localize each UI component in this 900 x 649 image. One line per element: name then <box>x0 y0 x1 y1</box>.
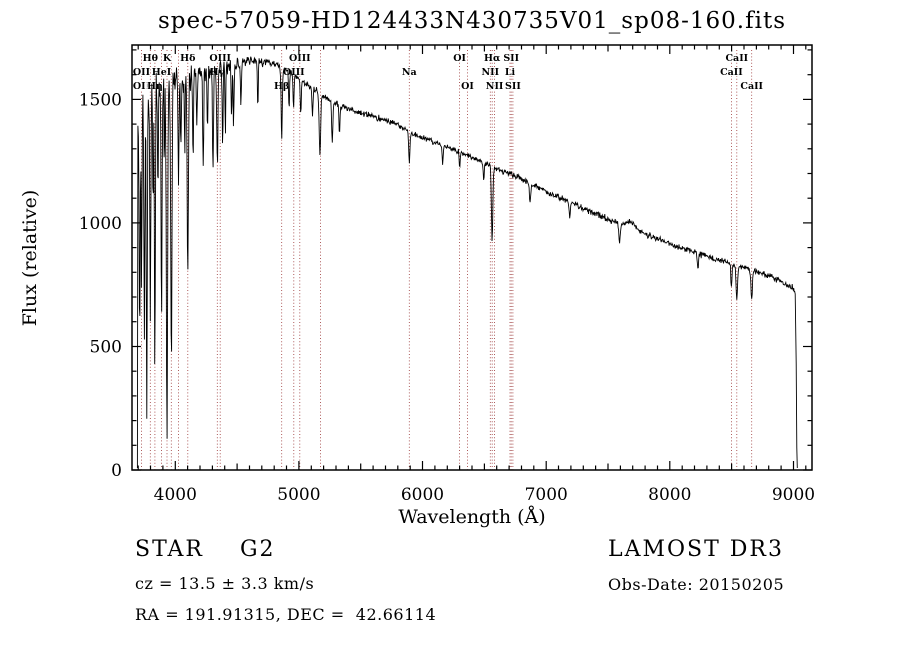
y-tick-label: 1000 <box>79 214 122 234</box>
line-label: Hη <box>147 81 163 92</box>
line-label: OIII <box>289 53 311 64</box>
y-tick-label: 500 <box>90 338 122 358</box>
line-label: Hα <box>484 53 501 64</box>
x-tick-label: 4000 <box>154 485 197 505</box>
x-tick-label: 7000 <box>525 485 568 505</box>
line-label: Hγ <box>210 67 226 78</box>
line-label: CaII <box>725 53 748 64</box>
x-axis-label: Wavelength (Å) <box>398 506 546 528</box>
x-tick-label: 8000 <box>648 485 691 505</box>
line-label: Hθ <box>143 53 158 64</box>
x-tick-label: 9000 <box>772 485 815 505</box>
line-label: CaII <box>740 81 763 92</box>
survey-release-label: LAMOST DR3 <box>608 537 784 562</box>
x-tick-label: 6000 <box>401 485 444 505</box>
figure-title: spec-57059-HD124433N430735V01_sp08-160.f… <box>157 8 787 34</box>
line-label: OII <box>133 67 151 78</box>
line-label: OI <box>461 81 474 92</box>
x-tick-label: 5000 <box>277 485 320 505</box>
line-label: Li <box>505 67 516 78</box>
line-label: SII <box>505 81 521 92</box>
obs-date-text: Obs-Date: 20150205 <box>608 575 785 594</box>
object-class-label: STAR G2 <box>135 537 276 562</box>
line-label: SII <box>503 53 519 64</box>
line-label: CaII <box>720 67 743 78</box>
line-label: Hβ <box>274 81 289 92</box>
line-label: OII <box>133 81 151 92</box>
radial-velocity-text: cz = 13.5 ± 3.3 km/s <box>135 574 315 593</box>
y-tick-label: 0 <box>111 461 122 481</box>
line-label: HeI <box>152 67 172 78</box>
coordinates-text: RA = 191.91315, DEC = 42.66114 <box>135 605 437 624</box>
line-label: NII <box>482 67 500 78</box>
line-label: Hδ <box>180 53 195 64</box>
line-label: OIII <box>209 53 231 64</box>
spectrum-path <box>136 56 798 469</box>
line-label: Na <box>402 67 417 78</box>
y-tick-label: 1500 <box>79 90 122 110</box>
line-label: K <box>163 53 172 64</box>
line-label: NII <box>486 81 504 92</box>
line-label: OI <box>453 53 466 64</box>
